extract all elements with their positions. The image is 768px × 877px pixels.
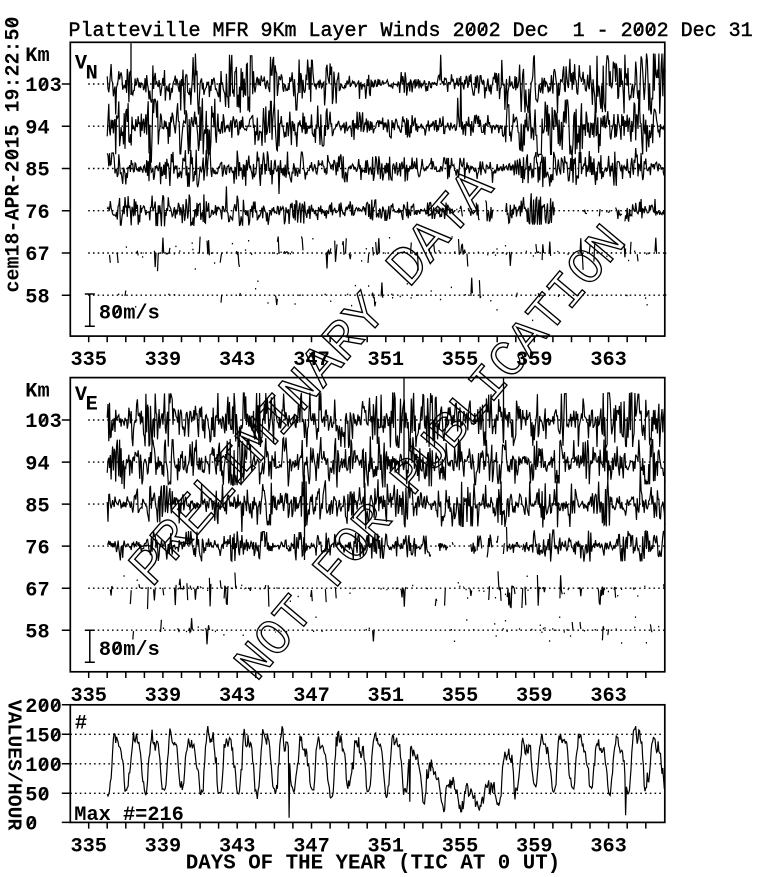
svg-text:E: E: [86, 394, 98, 417]
svg-text:355: 355: [442, 685, 479, 708]
svg-text:94: 94: [25, 453, 49, 476]
svg-text:363: 363: [590, 349, 627, 372]
svg-text:103: 103: [25, 411, 62, 434]
svg-text:347: 347: [293, 685, 330, 708]
svg-text:351: 351: [368, 349, 405, 372]
svg-text:351: 351: [368, 685, 405, 708]
svg-text:335: 335: [70, 836, 107, 859]
svg-text:335: 335: [70, 685, 107, 708]
svg-text:347: 347: [293, 836, 330, 859]
svg-text:363: 363: [590, 685, 627, 708]
svg-text:359: 359: [516, 349, 553, 372]
svg-text:343: 343: [219, 349, 256, 372]
svg-text:150: 150: [25, 726, 62, 749]
svg-text:200: 200: [25, 696, 62, 719]
svg-text:N: N: [86, 62, 98, 85]
svg-text:50: 50: [25, 785, 49, 808]
svg-text:Max #=216: Max #=216: [74, 804, 184, 827]
svg-text:100: 100: [25, 755, 62, 778]
svg-text:76: 76: [25, 202, 49, 225]
svg-text:80m/s: 80m/s: [99, 639, 160, 662]
svg-text:343: 343: [219, 836, 256, 859]
svg-text:359: 359: [516, 685, 553, 708]
svg-text:103: 103: [25, 75, 62, 98]
svg-text:343: 343: [219, 685, 256, 708]
svg-text:67: 67: [25, 244, 49, 267]
svg-text:Platteville MFR 9Km Layer Wind: Platteville MFR 9Km Layer Winds 2002 Dec…: [69, 20, 753, 43]
svg-text:339: 339: [145, 685, 182, 708]
svg-text:V: V: [75, 384, 88, 407]
svg-text:335: 335: [70, 349, 107, 372]
svg-text:Km: Km: [25, 380, 49, 403]
svg-text:67: 67: [25, 579, 49, 602]
svg-text:58: 58: [25, 621, 49, 644]
svg-text:339: 339: [145, 349, 182, 372]
svg-text:359: 359: [516, 836, 553, 859]
svg-text:VALUES/HOUR: VALUES/HOUR: [3, 700, 25, 831]
svg-text:cem18-APR-2015 19:22:50: cem18-APR-2015 19:22:50: [2, 16, 25, 292]
svg-text:58: 58: [25, 286, 49, 309]
svg-text:355: 355: [442, 836, 479, 859]
svg-text:Km: Km: [25, 45, 49, 68]
svg-text:V: V: [75, 53, 88, 76]
svg-text:363: 363: [590, 836, 627, 859]
svg-text:85: 85: [25, 160, 49, 183]
svg-text:85: 85: [25, 495, 49, 518]
svg-text:351: 351: [368, 836, 405, 859]
svg-text:76: 76: [25, 537, 49, 560]
svg-text:339: 339: [145, 836, 182, 859]
svg-text:355: 355: [442, 349, 479, 372]
svg-text:94: 94: [25, 117, 49, 140]
svg-text:80m/s: 80m/s: [99, 303, 160, 326]
svg-text:#: #: [75, 713, 87, 736]
svg-text:DAYS OF THE YEAR (TIC AT 0 UT): DAYS OF THE YEAR (TIC AT 0 UT): [186, 853, 560, 876]
svg-text:347: 347: [293, 349, 330, 372]
svg-text:0: 0: [25, 814, 37, 837]
